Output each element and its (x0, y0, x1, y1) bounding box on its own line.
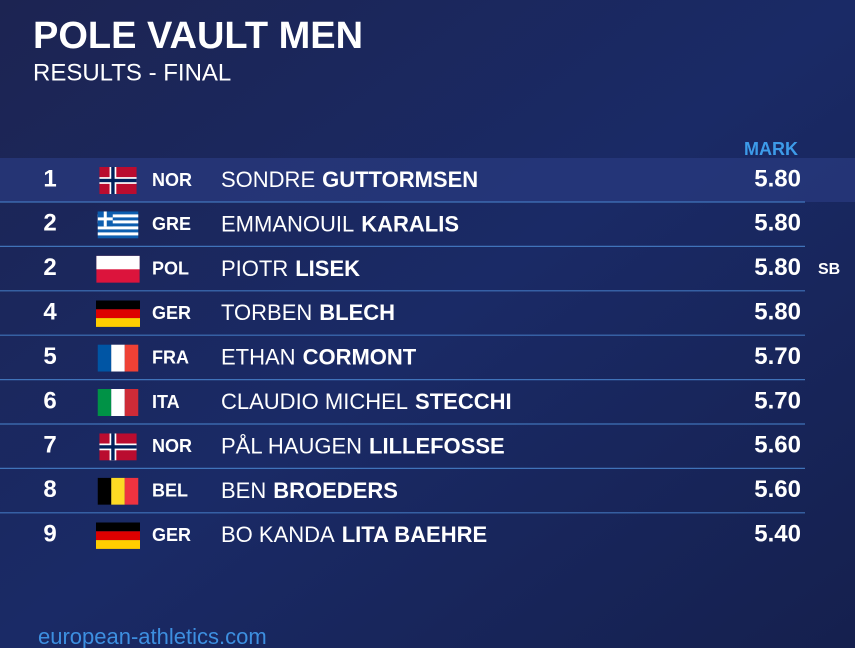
flag (97, 344, 139, 372)
country-code: FRA (152, 347, 189, 367)
first-name: PÅL HAUGEN (221, 433, 362, 458)
country-code: GER (152, 525, 191, 545)
first-name: BEN (221, 478, 266, 503)
column-header: MARK (744, 139, 798, 159)
mark: 5.70 (754, 387, 801, 414)
first-name: CLAUDIO MICHEL (221, 389, 408, 414)
last-name: BLECH (319, 300, 395, 325)
last-name: LILLEFOSSE (369, 433, 505, 458)
first-name: TORBEN (221, 300, 312, 325)
country-code: NOR (152, 170, 192, 190)
note: SB (818, 261, 840, 278)
athlete-name: CLAUDIO MICHEL STECCHI (221, 389, 512, 414)
mark: 5.60 (754, 432, 801, 459)
rank: 1 (43, 165, 56, 192)
country-code: BEL (152, 481, 188, 501)
last-name: BROEDERS (273, 478, 398, 503)
athlete-name: TORBEN BLECH (221, 300, 395, 325)
athlete-name: ETHAN CORMONT (221, 344, 417, 369)
athlete-name: SONDRE GUTTORMSEN (221, 167, 478, 192)
country-code: NOR (152, 436, 192, 456)
last-name: STECCHI (415, 389, 512, 414)
flag (96, 522, 140, 549)
footer: european-athletics.com (38, 624, 267, 648)
first-name: ETHAN (221, 344, 296, 369)
first-name: SONDRE (221, 167, 315, 192)
first-name: BO KANDA (221, 522, 335, 547)
rank: 9 (43, 521, 56, 548)
flag (97, 211, 139, 239)
country-code: ITA (152, 392, 180, 412)
last-name: LITA BAEHRE (342, 522, 487, 547)
rank: 2 (43, 210, 56, 237)
country-code: POL (152, 259, 189, 279)
rank: 7 (43, 432, 56, 459)
athlete-name: EMMANOUIL KARALIS (221, 211, 459, 236)
rank: 6 (43, 387, 56, 414)
athlete-name: PÅL HAUGEN LILLEFOSSE (221, 433, 505, 458)
last-name: LISEK (295, 256, 360, 281)
title: POLE VAULT MEN (33, 15, 363, 57)
last-name: KARALIS (361, 211, 459, 236)
rank: 4 (43, 299, 57, 326)
country-code: GRE (152, 214, 191, 234)
athlete-name: BO KANDA LITA BAEHRE (221, 522, 487, 547)
flag (96, 255, 140, 283)
highlight-row (0, 158, 855, 202)
athlete-name: PIOTR LISEK (221, 256, 360, 281)
rank: 2 (43, 254, 56, 281)
rank: 5 (43, 343, 56, 370)
rank: 8 (43, 476, 56, 503)
mark: 5.80 (754, 299, 801, 326)
last-name: GUTTORMSEN (322, 167, 478, 192)
mark: 5.80 (754, 165, 801, 192)
flag (99, 433, 137, 461)
athlete-name: BEN BROEDERS (221, 478, 398, 503)
mark: 5.60 (754, 476, 801, 503)
flag (97, 477, 139, 505)
mark: 5.40 (754, 521, 801, 548)
mark: 5.70 (754, 343, 801, 370)
mark: 5.80 (754, 210, 801, 237)
last-name: CORMONT (303, 344, 417, 369)
first-name: EMMANOUIL (221, 211, 354, 236)
mark: 5.80 (754, 254, 801, 281)
flag (99, 167, 137, 194)
first-name: PIOTR (221, 256, 288, 281)
flag (96, 300, 140, 327)
subtitle: RESULTS - FINAL (33, 59, 231, 86)
flag (97, 389, 139, 416)
results-table: 1 NOR SONDRE GUTTORMSEN 5.80 2 GRE EMMANOUIL KAR… (0, 165, 840, 549)
country-code: GER (152, 303, 191, 323)
